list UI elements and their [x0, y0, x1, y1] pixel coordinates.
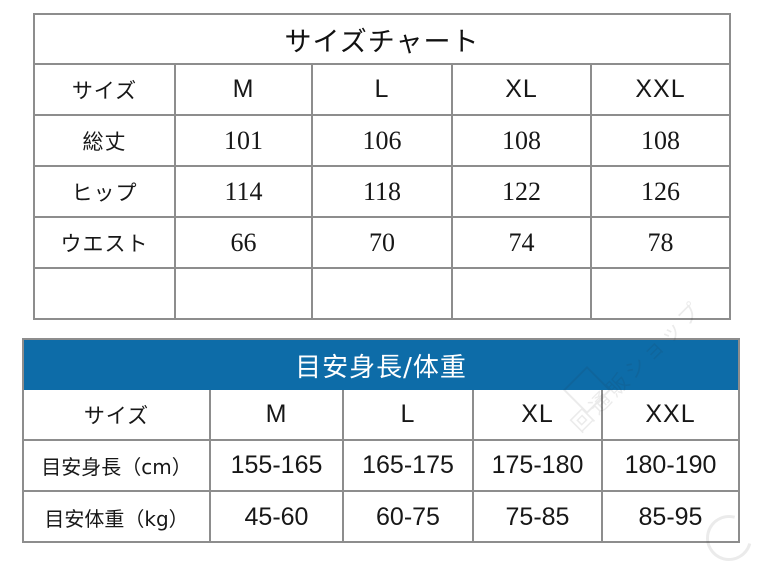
cell-weight-l: 60-75 [344, 492, 474, 543]
table-row: ヒップ 114 118 122 126 [35, 167, 729, 218]
height-weight-header-row: サイズ M L XL XXL [24, 390, 738, 441]
cell-waist-xl: 74 [453, 218, 592, 267]
cell-waist-l: 70 [313, 218, 453, 267]
header-cell-m: M [176, 65, 313, 114]
empty-cell-0 [35, 269, 176, 319]
size-chart-title-row: サイズチャート [35, 15, 729, 65]
page-title: サイズチャート [284, 26, 480, 58]
cell-hip-xl: 122 [453, 167, 592, 216]
cell-hip-m: 114 [176, 167, 313, 216]
table-row-empty [35, 269, 729, 319]
cell-total-length-m: 101 [176, 116, 313, 165]
hw-header-cell-size: サイズ [24, 390, 211, 439]
cell-hip-l: 118 [313, 167, 453, 216]
row-label-weight: 目安体重（kg） [24, 492, 211, 543]
cell-weight-xxl: 85-95 [638, 503, 703, 531]
cell-height-m: 155-165 [211, 441, 344, 490]
cell-total-length-l: 106 [313, 116, 453, 165]
empty-cell-3 [453, 269, 592, 319]
empty-cell-4 [592, 269, 729, 319]
cell-height-xxl: 180-190 [624, 451, 717, 479]
cell-waist-xxl: 78 [647, 227, 674, 257]
row-label-total-length: 総丈 [35, 116, 176, 165]
size-chart-table: サイズチャート サイズ M L XL XXL 総丈 101 106 108 10… [33, 13, 731, 320]
empty-cell-1 [176, 269, 313, 319]
header-cell-xl: XL [453, 65, 592, 114]
cell-height-l: 165-175 [344, 441, 474, 490]
table-row: ウエスト 66 70 74 78 [35, 218, 729, 269]
height-weight-banner-title: 目安身長/体重 [295, 352, 467, 383]
header-cell-l: L [313, 65, 453, 114]
table-row: 目安体重（kg） 45-60 60-75 75-85 85-95 [24, 492, 738, 543]
table-row: 総丈 101 106 108 108 [35, 116, 729, 167]
row-label-hip: ヒップ [35, 167, 176, 216]
hw-header-cell-m: M [211, 390, 344, 439]
cell-weight-m: 45-60 [211, 492, 344, 543]
cell-weight-xl: 75-85 [474, 492, 603, 543]
header-cell-size: サイズ [35, 65, 176, 114]
cell-total-length-xl: 108 [453, 116, 592, 165]
row-label-height: 目安身長（cm） [24, 441, 211, 490]
cell-waist-m: 66 [176, 218, 313, 267]
size-chart-header-row: サイズ M L XL XXL [35, 65, 729, 116]
cell-total-length-xxl: 108 [641, 125, 680, 155]
hw-header-cell-l: L [344, 390, 474, 439]
cell-height-xl: 175-180 [474, 441, 603, 490]
header-cell-xxl: XXL [635, 75, 686, 103]
height-weight-table: 目安身長/体重 サイズ M L XL XXL 目安身長（cm） 155-165 … [22, 338, 740, 543]
empty-cell-2 [313, 269, 453, 319]
table-row: 目安身長（cm） 155-165 165-175 175-180 180-190 [24, 441, 738, 492]
row-label-waist: ウエスト [35, 218, 176, 267]
hw-header-cell-xxl: XXL [645, 400, 696, 428]
height-weight-banner-row: 目安身長/体重 [24, 340, 738, 390]
hw-header-cell-xl: XL [474, 390, 603, 439]
cell-hip-xxl: 126 [641, 176, 680, 206]
